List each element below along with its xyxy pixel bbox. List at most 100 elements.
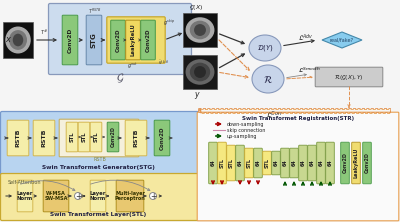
FancyBboxPatch shape [66, 122, 78, 152]
FancyBboxPatch shape [0, 174, 198, 220]
Text: 64: 64 [318, 160, 324, 166]
Ellipse shape [190, 21, 210, 39]
FancyBboxPatch shape [197, 112, 399, 221]
Text: 64: 64 [310, 160, 314, 166]
Polygon shape [322, 32, 362, 48]
Text: Conv2D: Conv2D [110, 127, 116, 147]
Text: STL: STL [94, 132, 98, 142]
Text: $\mathcal{R}(\mathcal{G}(X),Y)$: $\mathcal{R}(\mathcal{G}(X),Y)$ [334, 72, 364, 82]
FancyBboxPatch shape [62, 15, 78, 65]
FancyBboxPatch shape [59, 119, 139, 157]
FancyBboxPatch shape [363, 142, 371, 184]
Ellipse shape [9, 30, 27, 50]
Text: Self-Attention: Self-Attention [8, 180, 42, 185]
Text: Conv2D: Conv2D [116, 28, 120, 52]
FancyBboxPatch shape [107, 17, 165, 63]
Text: Conv2D: Conv2D [68, 27, 72, 53]
Text: RSTB: RSTB [134, 129, 138, 147]
Text: 64: 64 [282, 160, 288, 166]
Text: Conv2D: Conv2D [364, 153, 370, 173]
Text: $x$: $x$ [5, 36, 12, 44]
Text: STL: STL [228, 158, 234, 168]
Ellipse shape [13, 34, 23, 46]
Text: $\mathcal{L}^{Smooth}$: $\mathcal{L}^{Smooth}$ [298, 65, 321, 75]
Text: Layer
Norm: Layer Norm [17, 191, 33, 201]
Text: LeakyReLU: LeakyReLU [354, 148, 358, 178]
Text: Multi-layer
Perceptron: Multi-layer Perceptron [115, 191, 145, 201]
FancyBboxPatch shape [236, 145, 244, 181]
Text: STL: STL [264, 158, 270, 168]
Ellipse shape [5, 26, 31, 54]
Bar [183, 55, 217, 89]
Text: STL: STL [220, 158, 224, 168]
Text: $\mathcal{L}^{Adv}$: $\mathcal{L}^{Adv}$ [298, 32, 314, 44]
Text: LeakyReLU: LeakyReLU [130, 24, 136, 56]
FancyBboxPatch shape [254, 148, 262, 178]
Text: $g^{out}$: $g^{out}$ [128, 61, 138, 71]
Text: 64: 64 [274, 160, 278, 166]
Text: Conv2D: Conv2D [146, 28, 150, 52]
FancyBboxPatch shape [299, 145, 307, 181]
FancyBboxPatch shape [308, 145, 316, 181]
FancyBboxPatch shape [33, 120, 55, 156]
FancyBboxPatch shape [116, 180, 144, 212]
Text: $\mathcal{G}(X)$: $\mathcal{G}(X)$ [189, 3, 203, 12]
FancyBboxPatch shape [315, 67, 383, 87]
Text: Conv2D: Conv2D [160, 126, 164, 150]
FancyBboxPatch shape [7, 120, 29, 156]
FancyBboxPatch shape [48, 4, 192, 75]
FancyBboxPatch shape [154, 120, 170, 156]
Text: Layer
Norm: Layer Norm [90, 191, 106, 201]
Text: $\mathcal{D}(Y)$: $\mathcal{D}(Y)$ [257, 43, 273, 53]
Circle shape [74, 192, 82, 200]
Text: RSTB: RSTB [94, 157, 106, 162]
Text: $g^{skip}$: $g^{skip}$ [163, 18, 175, 28]
FancyBboxPatch shape [125, 120, 147, 156]
Ellipse shape [252, 65, 284, 93]
FancyBboxPatch shape [227, 145, 235, 181]
Text: STG: STG [91, 32, 97, 48]
Text: +: + [75, 192, 81, 200]
FancyBboxPatch shape [78, 122, 90, 152]
FancyBboxPatch shape [341, 142, 349, 184]
Text: $\mathcal{R}$: $\mathcal{R}$ [263, 73, 273, 85]
Text: $\hat{g}_{(k,t)}$: $\hat{g}_{(k,t)}$ [158, 59, 170, 67]
FancyBboxPatch shape [317, 142, 325, 184]
Text: $\mathcal{G}$: $\mathcal{G}$ [116, 72, 124, 85]
Text: 64: 64 [300, 160, 306, 166]
Ellipse shape [186, 17, 214, 43]
Text: Conv2D: Conv2D [342, 153, 348, 173]
Text: real/fake?: real/fake? [330, 38, 354, 42]
Text: RSTB: RSTB [42, 129, 46, 147]
Ellipse shape [186, 59, 214, 85]
Text: STL: STL [246, 158, 252, 168]
Text: down-sampling: down-sampling [227, 121, 264, 127]
Bar [3, 22, 33, 58]
Text: 64: 64 [292, 160, 296, 166]
Text: skip connection: skip connection [227, 127, 265, 133]
Text: 64: 64 [256, 160, 260, 166]
FancyBboxPatch shape [126, 20, 140, 60]
FancyBboxPatch shape [263, 151, 271, 175]
Text: $T^{\#}$: $T^{\#}$ [40, 28, 48, 37]
Ellipse shape [249, 35, 281, 61]
FancyBboxPatch shape [141, 20, 155, 60]
FancyBboxPatch shape [0, 111, 198, 174]
FancyBboxPatch shape [290, 148, 298, 178]
FancyBboxPatch shape [218, 142, 226, 184]
Ellipse shape [194, 24, 206, 36]
FancyBboxPatch shape [209, 142, 217, 184]
FancyBboxPatch shape [43, 180, 69, 212]
FancyBboxPatch shape [90, 180, 106, 212]
Text: RSTB: RSTB [16, 129, 20, 147]
Circle shape [150, 192, 156, 200]
FancyBboxPatch shape [111, 20, 125, 60]
Text: $\mathcal{L}^{Corr}$: $\mathcal{L}^{Corr}$ [266, 110, 284, 121]
Text: STL: STL [82, 132, 86, 142]
FancyBboxPatch shape [352, 142, 360, 184]
Ellipse shape [194, 66, 206, 78]
FancyBboxPatch shape [90, 122, 102, 152]
FancyBboxPatch shape [245, 148, 253, 178]
Text: W-MSA
SW-MSA: W-MSA SW-MSA [44, 191, 68, 201]
Text: $T^{RSTB}$: $T^{RSTB}$ [88, 7, 102, 16]
